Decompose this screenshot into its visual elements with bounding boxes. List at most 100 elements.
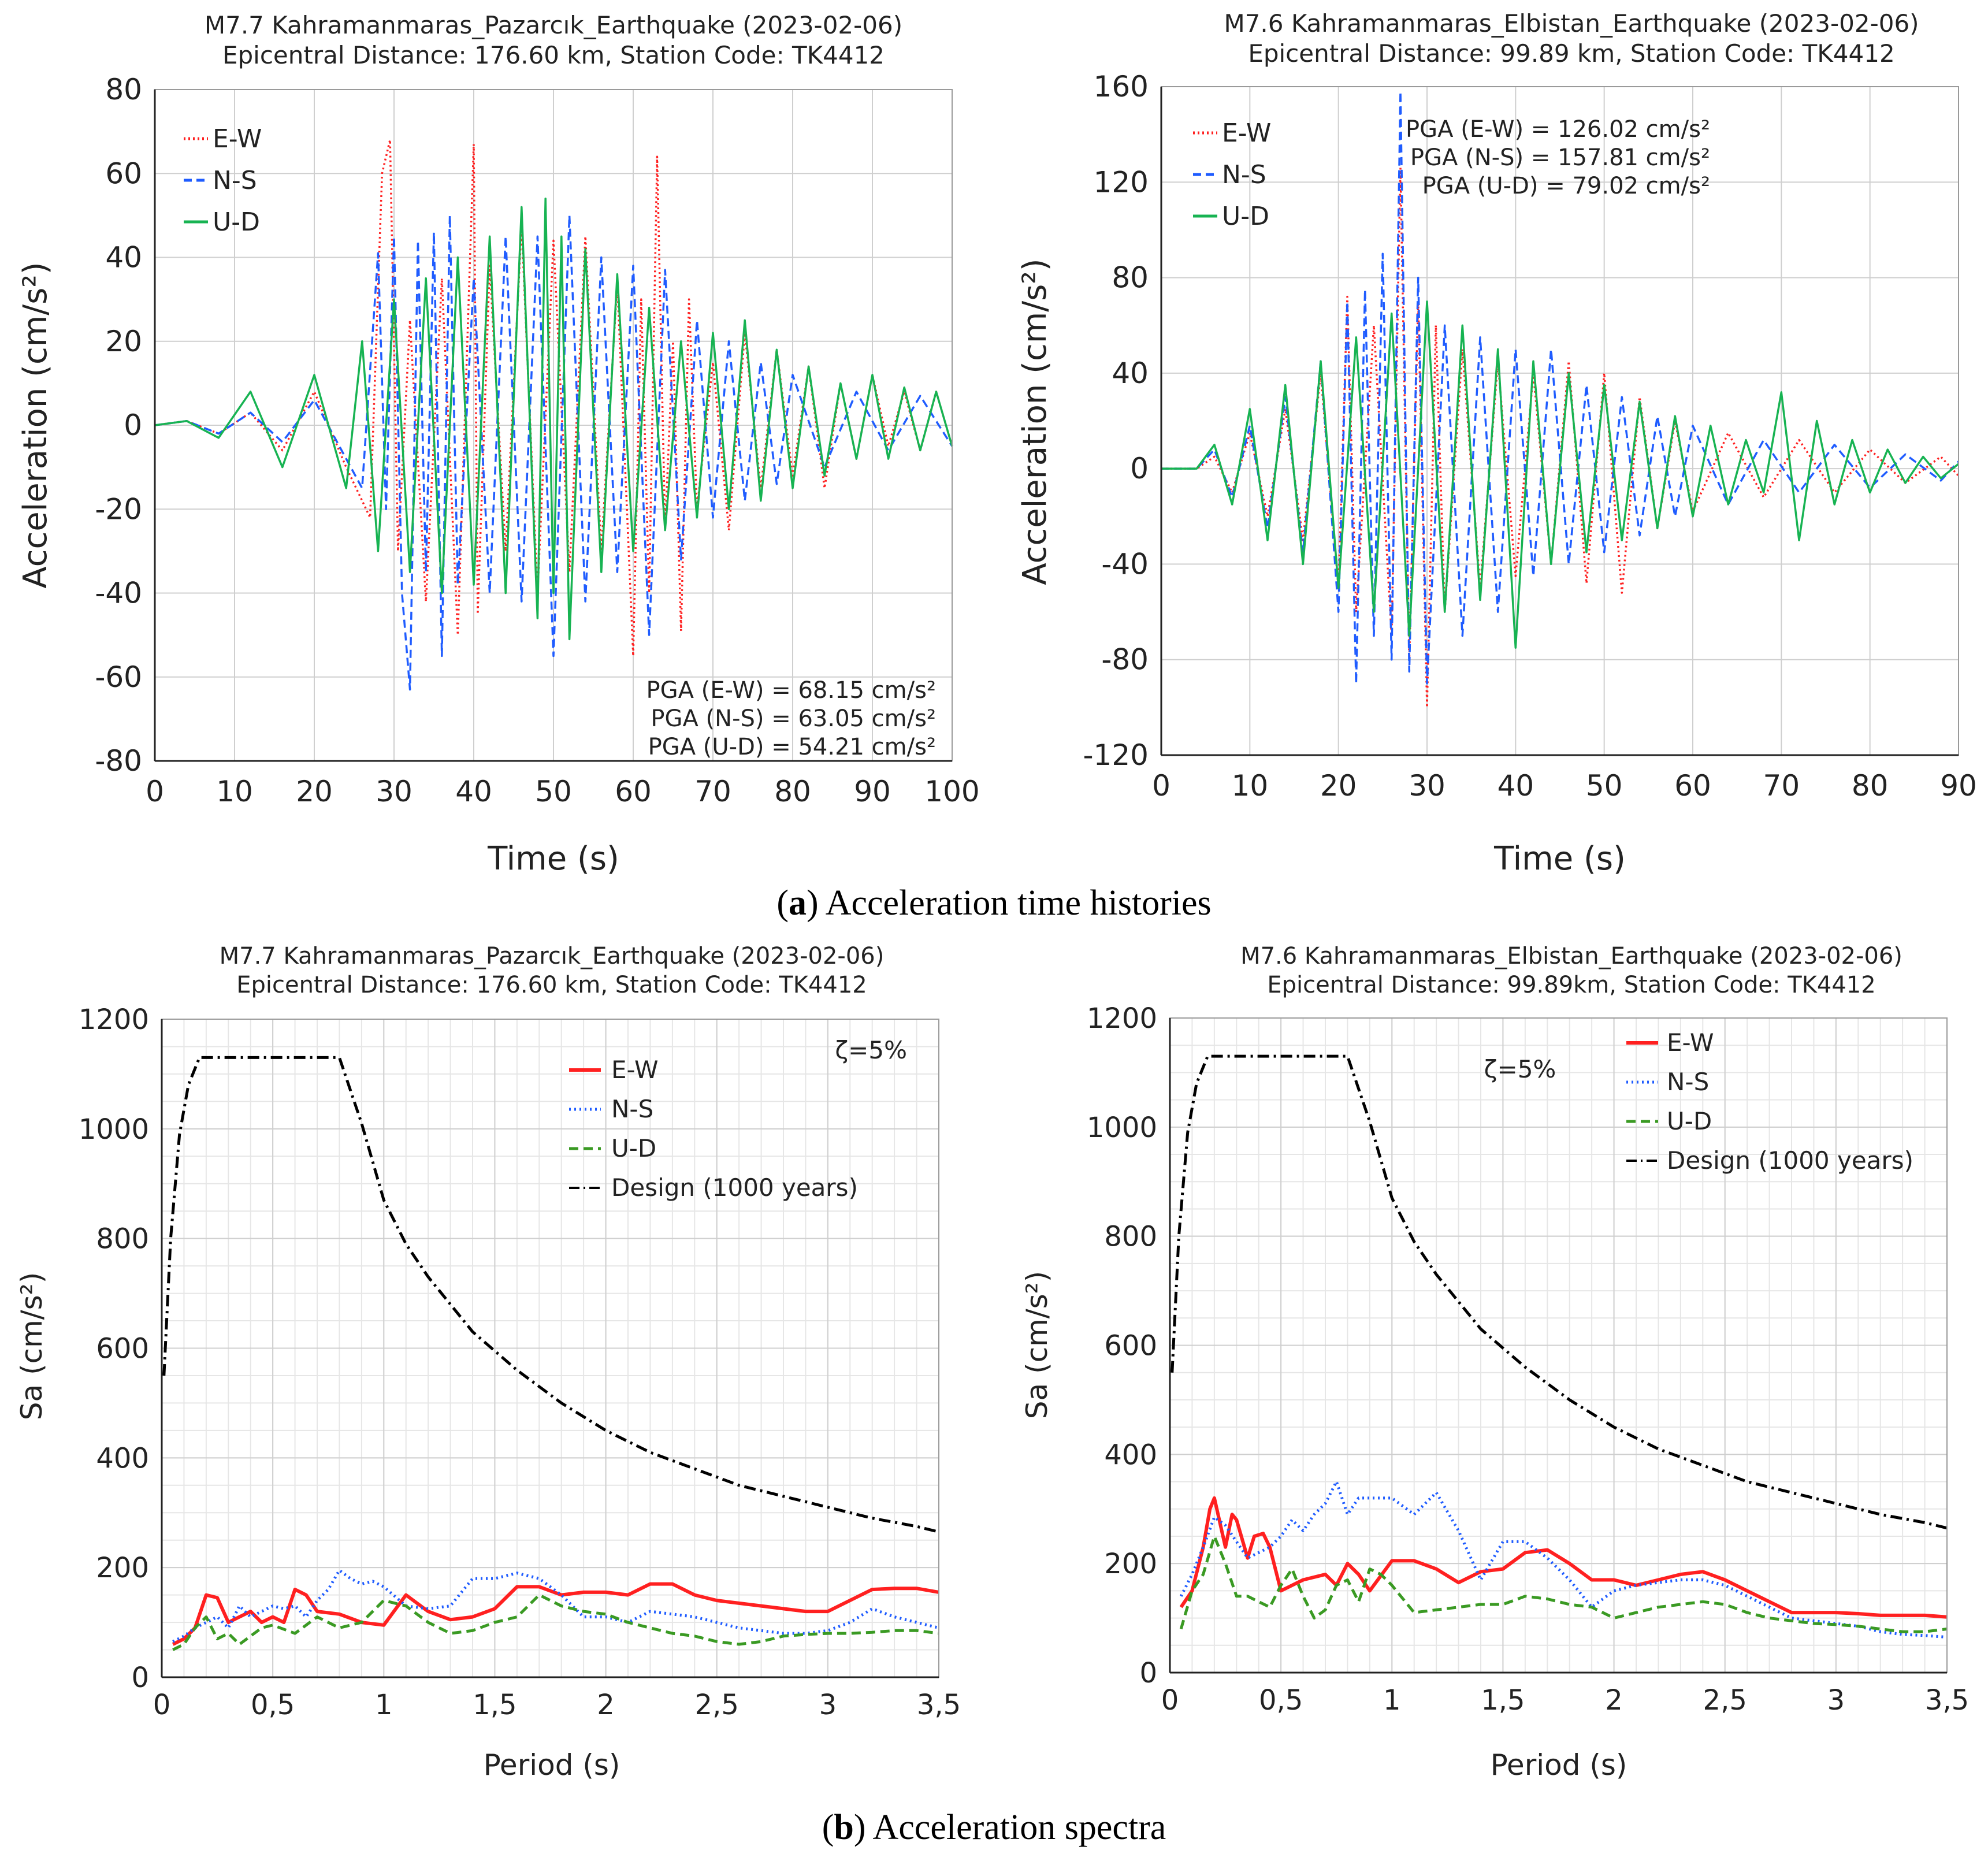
- x-tick-label: 0,5: [251, 1689, 295, 1721]
- series-line-ew: [1179, 1496, 1948, 1619]
- y-tick-label: 80: [1112, 261, 1149, 295]
- y-tick-label: 600: [96, 1333, 149, 1365]
- y-tick-label: -20: [95, 492, 142, 526]
- y-tick-label: -40: [95, 577, 142, 610]
- x-tick-label: 60: [615, 775, 652, 808]
- pga-annotation: PGA (N-S) = 157.81 cm/s²: [1410, 144, 1710, 171]
- damping-label: ζ=5%: [1484, 1055, 1556, 1083]
- y-tick-label: 20: [105, 325, 142, 358]
- chart-title: M7.6 Kahramanmaras_Elbistan_Earthquake (…: [1224, 9, 1919, 38]
- y-axis-label: Sa (cm/s²): [1020, 1271, 1054, 1419]
- y-tick-label: 40: [1112, 356, 1149, 390]
- y-tick-label: 120: [1094, 165, 1149, 199]
- x-tick-label: 0: [1152, 769, 1170, 803]
- y-tick-label: 0: [131, 1662, 149, 1694]
- y-tick-label: 160: [1094, 70, 1149, 103]
- x-tick-label: 0: [153, 1689, 171, 1721]
- legend-label-ns: N-S: [1222, 160, 1266, 190]
- x-axis-label: Period (s): [1491, 1748, 1627, 1782]
- x-axis-label: Time (s): [487, 840, 619, 878]
- x-tick-label: 2,5: [695, 1689, 739, 1721]
- legend-label-ud: U-D: [1222, 202, 1269, 231]
- pga-annotation: PGA (U-D) = 79.02 cm/s²: [1422, 173, 1710, 199]
- series-line-ud: [154, 198, 953, 641]
- y-tick-label: 60: [105, 157, 142, 190]
- series-line-design: [162, 1056, 939, 1533]
- series-line-ns: [1179, 1480, 1948, 1639]
- chart-subtitle: Epicentral Distance: 99.89 km, Station C…: [1248, 39, 1894, 68]
- y-axis-label: Acceleration (cm/s²): [1016, 258, 1054, 585]
- x-tick-label: 1,5: [473, 1689, 516, 1721]
- legend-label-ns: N-S: [1667, 1068, 1709, 1096]
- x-tick-label: 100: [924, 775, 979, 808]
- x-tick-label: 0: [146, 775, 164, 808]
- x-tick-label: 60: [1674, 769, 1711, 803]
- chart-subtitle: Epicentral Distance: 176.60 km, Station …: [222, 41, 885, 69]
- pga-annotation: PGA (E-W) = 68.15 cm/s²: [646, 677, 936, 704]
- x-tick-label: 70: [694, 775, 731, 808]
- y-tick-label: 800: [96, 1223, 149, 1255]
- legend-label-ud: U-D: [1667, 1107, 1712, 1135]
- series-line-design: [1170, 1054, 1948, 1530]
- y-tick-label: -80: [1101, 643, 1149, 677]
- x-tick-label: 2: [597, 1689, 615, 1721]
- time-history-elbistan-chart: M7.6 Kahramanmaras_Elbistan_Earthquake (…: [1016, 9, 1977, 878]
- x-tick-label: 80: [1852, 769, 1889, 803]
- legend-label-ew: E-W: [1667, 1028, 1714, 1057]
- x-tick-label: 50: [1586, 769, 1623, 803]
- y-tick-label: 80: [105, 73, 142, 106]
- y-tick-label: 0: [1139, 1657, 1157, 1689]
- y-tick-label: 1200: [79, 1004, 149, 1036]
- x-tick-label: 3: [1827, 1684, 1845, 1717]
- spectra-pazarcik-chart: M7.7 Kahramanmaras_Pazarcık_Earthquake (…: [15, 943, 961, 1782]
- damping-label: ζ=5%: [835, 1036, 907, 1064]
- legend-label-design: Design (1000 years): [1667, 1146, 1913, 1175]
- x-tick-label: 3,5: [917, 1689, 961, 1721]
- legend-label-ew: E-W: [213, 124, 262, 154]
- legend-label-ew: E-W: [611, 1056, 659, 1084]
- y-tick-label: 0: [124, 408, 142, 442]
- y-axis-label: Acceleration (cm/s²): [17, 262, 54, 588]
- chart-legend: E-W N-S U-D Design (1000 years): [1626, 1028, 1913, 1175]
- x-tick-label: 20: [296, 775, 333, 808]
- series-line-ns: [1161, 90, 1960, 685]
- caption-b: (b) Acceleration spectra: [822, 1808, 1166, 1847]
- legend-label-ns: N-S: [213, 166, 257, 195]
- chart-subtitle: Epicentral Distance: 99.89km, Station Co…: [1267, 972, 1875, 998]
- x-tick-label: 30: [376, 775, 413, 808]
- x-tick-label: 50: [535, 775, 572, 808]
- y-tick-label: 0: [1130, 452, 1149, 485]
- chart-title: M7.7 Kahramanmaras_Pazarcık_Earthquake (…: [205, 11, 902, 39]
- chart-legend: E-W N-S U-D Design (1000 years): [569, 1056, 858, 1202]
- y-tick-label: 200: [1104, 1548, 1157, 1580]
- pga-annotation: PGA (E-W) = 126.02 cm/s²: [1406, 116, 1710, 143]
- x-tick-label: 1: [375, 1689, 393, 1721]
- series-line-ud: [1161, 300, 1960, 649]
- legend-label-ns: N-S: [611, 1095, 653, 1123]
- legend-label-ew: E-W: [1222, 118, 1271, 148]
- y-tick-label: 800: [1104, 1221, 1157, 1253]
- x-tick-label: 1: [1383, 1684, 1401, 1717]
- y-tick-label: 40: [105, 241, 142, 274]
- x-tick-label: 1,5: [1481, 1684, 1525, 1717]
- pga-annotation: PGA (N-S) = 63.05 cm/s²: [651, 705, 936, 732]
- series-line-ew: [1161, 166, 1960, 709]
- y-tick-label: -80: [95, 744, 142, 778]
- y-tick-label: 400: [96, 1442, 149, 1474]
- y-tick-label: -40: [1101, 547, 1149, 581]
- pga-annotations: PGA (E-W) = 126.02 cm/s² PGA (N-S) = 157…: [1406, 116, 1710, 199]
- y-tick-label: 1000: [1087, 1112, 1157, 1144]
- x-tick-label: 3,5: [1925, 1684, 1969, 1717]
- pga-annotation: PGA (U-D) = 54.21 cm/s²: [648, 734, 936, 760]
- x-tick-label: 40: [455, 775, 492, 808]
- series-line-ns: [154, 214, 953, 691]
- x-tick-label: 70: [1763, 769, 1800, 803]
- spectra-elbistan-chart: M7.6 Kahramanmaras_Elbistan_Earthquake (…: [1020, 943, 1969, 1782]
- x-tick-label: 40: [1497, 769, 1534, 803]
- x-tick-label: 0,5: [1259, 1684, 1303, 1717]
- y-tick-label: 600: [1104, 1330, 1157, 1362]
- x-tick-label: 20: [1320, 769, 1357, 803]
- y-tick-label: 200: [96, 1552, 149, 1584]
- series-line-ns: [172, 1569, 939, 1643]
- legend-label-ud: U-D: [611, 1134, 656, 1162]
